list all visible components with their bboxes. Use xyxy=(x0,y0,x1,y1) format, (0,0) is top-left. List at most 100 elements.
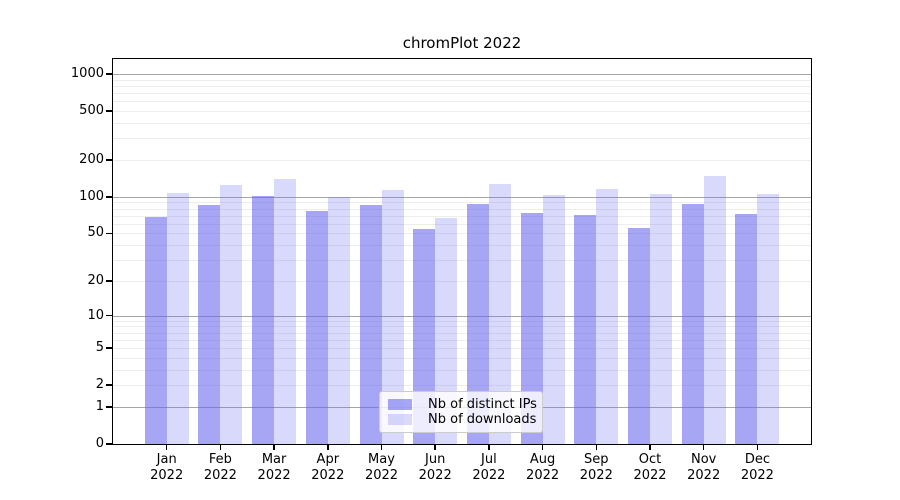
y-tick-label: 500 xyxy=(79,103,104,119)
gridline-minor xyxy=(113,160,811,162)
x-tick-label: Jul 2022 xyxy=(472,452,506,483)
bar-downloads xyxy=(650,193,672,444)
x-tick-label: Jan 2022 xyxy=(150,452,184,483)
y-tick xyxy=(106,384,113,386)
gridline-minor xyxy=(113,79,811,81)
y-tick xyxy=(106,232,113,235)
y-tick xyxy=(106,347,113,349)
bar-distinct-ips xyxy=(252,196,275,444)
x-tick-label: May 2022 xyxy=(364,452,399,483)
bar-distinct-ips xyxy=(144,217,167,444)
x-tick xyxy=(595,444,598,450)
legend-label-distinct-ips: Nb of distinct IPs xyxy=(428,397,537,412)
y-tick xyxy=(106,280,113,282)
x-tick-label: Oct 2022 xyxy=(633,452,667,483)
legend-swatch-downloads xyxy=(388,414,412,425)
gridline-major xyxy=(113,315,811,317)
y-tick-label: 1000 xyxy=(70,66,104,82)
bar-downloads xyxy=(327,196,350,444)
x-tick-label: Dec 2022 xyxy=(740,452,774,483)
gridline-minor xyxy=(113,111,811,113)
gridline-major xyxy=(113,196,811,198)
x-tick xyxy=(327,444,329,450)
x-tick xyxy=(273,444,275,450)
bar-downloads xyxy=(757,194,780,444)
bar-downloads xyxy=(596,188,619,444)
y-tick xyxy=(106,314,113,317)
y-tick-label: 5 xyxy=(95,340,104,356)
plot-area: Nb of distinct IPs Nb of downloads xyxy=(112,58,812,445)
bar-downloads xyxy=(220,184,243,444)
gridline-minor xyxy=(113,93,811,95)
gridline-minor xyxy=(113,123,811,125)
x-tick xyxy=(434,444,436,450)
x-tick xyxy=(702,444,705,450)
y-tick-label: 200 xyxy=(79,152,104,168)
bar-downloads xyxy=(542,194,565,444)
y-tick-label: 50 xyxy=(87,225,104,241)
gridline-minor xyxy=(113,101,811,103)
y-tick-label: 2 xyxy=(95,377,104,393)
bar-downloads xyxy=(703,176,726,444)
legend-label-downloads: Nb of downloads xyxy=(428,412,537,427)
x-tick-label: Apr 2022 xyxy=(311,452,345,483)
legend: Nb of distinct IPs Nb of downloads xyxy=(379,391,543,433)
x-tick xyxy=(488,444,490,450)
x-tick xyxy=(165,444,168,450)
gridline-minor xyxy=(113,369,811,371)
bar-downloads xyxy=(435,218,458,444)
y-tick-label: 0 xyxy=(95,436,104,451)
legend-entry-downloads: Nb of downloads xyxy=(388,412,537,427)
gridline-minor xyxy=(113,202,811,204)
bar-downloads xyxy=(381,189,404,444)
legend-swatch-distinct-ips xyxy=(388,399,412,410)
y-tick xyxy=(106,110,113,112)
bar-distinct-ips xyxy=(681,204,704,444)
bar-distinct-ips xyxy=(628,228,650,444)
x-tick-label: Aug 2022 xyxy=(526,452,560,483)
bar-downloads xyxy=(274,179,297,444)
gridline-minor xyxy=(113,85,811,87)
y-tick-label: 100 xyxy=(79,188,104,204)
y-tick-label: 20 xyxy=(87,272,104,288)
x-tick-label: Mar 2022 xyxy=(257,452,291,483)
gridline-minor xyxy=(113,208,811,210)
gridline-minor xyxy=(113,215,811,217)
bar-distinct-ips xyxy=(574,215,597,444)
bar-distinct-ips xyxy=(413,229,436,444)
bar-distinct-ips xyxy=(735,214,758,444)
gridline-minor xyxy=(113,233,811,235)
bar-distinct-ips xyxy=(198,204,221,444)
gridline-minor xyxy=(113,138,811,140)
x-tick xyxy=(649,444,651,450)
gridline-minor xyxy=(113,339,811,341)
gridline-minor xyxy=(113,260,811,262)
legend-entry-distinct-ips: Nb of distinct IPs xyxy=(388,397,537,412)
y-tick xyxy=(106,159,113,161)
gridline-minor xyxy=(113,245,811,247)
y-tick-label: 1 xyxy=(95,398,104,414)
bar-distinct-ips xyxy=(359,204,382,444)
gridline-minor xyxy=(113,223,811,225)
x-tick xyxy=(219,444,222,450)
gridline-minor xyxy=(113,326,811,328)
y-tick xyxy=(106,443,113,445)
gridline-minor xyxy=(113,332,811,334)
x-tick xyxy=(756,444,759,450)
bar-distinct-ips xyxy=(466,204,489,444)
x-tick-label: Jun 2022 xyxy=(418,452,452,483)
gridline-minor xyxy=(113,385,811,387)
gridline-major xyxy=(113,74,811,76)
bar-distinct-ips xyxy=(520,212,543,444)
x-tick-label: Nov 2022 xyxy=(687,452,721,483)
gridline-minor xyxy=(113,348,811,350)
x-tick xyxy=(380,444,383,450)
gridline-minor xyxy=(113,280,811,282)
x-tick-label: Feb 2022 xyxy=(203,452,237,483)
x-tick-label: Sep 2022 xyxy=(579,452,613,483)
bar-downloads xyxy=(488,183,511,444)
x-tick xyxy=(541,444,544,450)
bar-downloads xyxy=(166,193,189,444)
bar-distinct-ips xyxy=(305,211,328,444)
